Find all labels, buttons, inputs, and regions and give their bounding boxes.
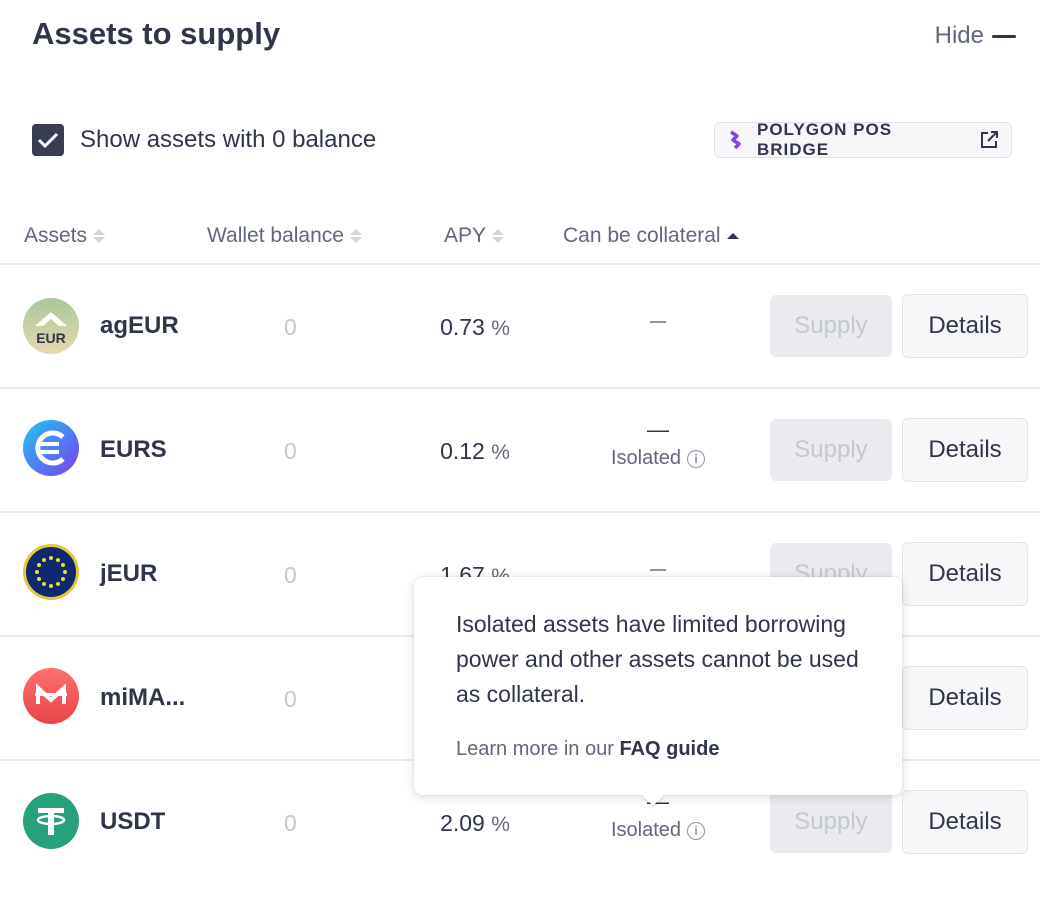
- collateral-dash: —: [647, 417, 669, 442]
- asset-name: USDT: [100, 808, 166, 835]
- wallet-balance: 0: [284, 314, 297, 340]
- asset-name: agEUR: [100, 312, 179, 339]
- ageur-icon: EUR: [23, 298, 79, 354]
- eurs-icon: [23, 420, 79, 476]
- sort-icon: [93, 229, 106, 243]
- supply-button[interactable]: Supply: [770, 791, 892, 853]
- details-button[interactable]: Details: [902, 294, 1028, 358]
- table-row: miMA... 0 Details: [0, 637, 1040, 759]
- wallet-balance: 0: [284, 562, 297, 588]
- table-row: USDT 0 2.09 % — Isolated i Supply Details: [0, 761, 1040, 883]
- jeur-icon: [23, 544, 79, 600]
- column-header-apy[interactable]: APY: [444, 224, 505, 248]
- minus-icon: [992, 34, 1016, 38]
- supply-button[interactable]: Supply: [770, 419, 892, 481]
- hide-label: Hide: [934, 22, 984, 49]
- column-header-wallet-balance[interactable]: Wallet balance: [207, 224, 362, 248]
- show-zero-balance-toggle[interactable]: Show assets with 0 balance: [32, 124, 376, 156]
- wallet-balance: 0: [284, 686, 297, 712]
- wallet-balance: 0: [284, 810, 297, 836]
- asset-name: EURS: [100, 436, 167, 463]
- mimatic-icon: [23, 668, 79, 724]
- table-row: EURS 0 0.12 % — Isolated i Supply Details: [0, 389, 1040, 511]
- divider: [0, 387, 1040, 389]
- sort-icon: [492, 229, 505, 243]
- sort-icon: [349, 229, 362, 243]
- supply-button[interactable]: Supply: [770, 295, 892, 357]
- isolated-tooltip: Isolated assets have limited borrowing p…: [414, 577, 902, 795]
- polygon-icon: [730, 130, 741, 150]
- wallet-balance: 0: [284, 438, 297, 464]
- tooltip-text: Isolated assets have limited borrowing p…: [456, 611, 859, 707]
- details-button[interactable]: Details: [902, 790, 1028, 854]
- info-icon[interactable]: i: [687, 449, 706, 468]
- column-header-assets[interactable]: Assets: [24, 224, 106, 248]
- usdt-icon: [23, 793, 79, 849]
- divider: [0, 263, 1040, 265]
- polygon-bridge-button[interactable]: POLYGON POS BRIDGE: [714, 120, 1012, 159]
- collateral-dash: —: [650, 313, 666, 330]
- details-button[interactable]: Details: [902, 542, 1028, 606]
- asset-name: jEUR: [100, 560, 158, 587]
- apy-value: 0.73 %: [440, 314, 510, 340]
- show-zero-label: Show assets with 0 balance: [80, 126, 377, 153]
- asset-name: miMA...: [100, 684, 186, 711]
- table-row: EUR agEUR 0 0.73 % — Supply Details: [0, 265, 1040, 387]
- collateral-status: — Isolated i: [560, 789, 756, 842]
- column-header-collateral[interactable]: Can be collateral: [563, 224, 739, 248]
- checkmark-icon: [37, 132, 59, 149]
- tooltip-learn-more: Learn more in our FAQ guide: [456, 738, 720, 760]
- page-title: Assets to supply: [32, 16, 281, 51]
- hide-button[interactable]: Hide: [935, 22, 1016, 50]
- sort-ascending-icon: [726, 233, 739, 239]
- collateral-status: — Isolated i: [560, 417, 756, 470]
- divider: [0, 511, 1040, 513]
- bridge-label: POLYGON POS BRIDGE: [757, 120, 893, 159]
- info-icon[interactable]: i: [687, 821, 706, 840]
- faq-guide-link[interactable]: FAQ guide: [619, 738, 720, 760]
- apy-value: 0.12 %: [440, 438, 510, 464]
- collateral-dash: —: [650, 561, 666, 578]
- show-zero-checkbox[interactable]: [32, 124, 64, 156]
- apy-value: 2.09 %: [440, 810, 510, 836]
- external-link-icon: [981, 131, 998, 148]
- details-button[interactable]: Details: [902, 418, 1028, 482]
- isolated-badge[interactable]: Isolated i: [560, 819, 756, 842]
- collateral-status: —: [560, 561, 756, 579]
- isolated-badge[interactable]: Isolated i: [560, 447, 756, 470]
- details-button[interactable]: Details: [902, 666, 1028, 730]
- collateral-status: —: [560, 313, 756, 331]
